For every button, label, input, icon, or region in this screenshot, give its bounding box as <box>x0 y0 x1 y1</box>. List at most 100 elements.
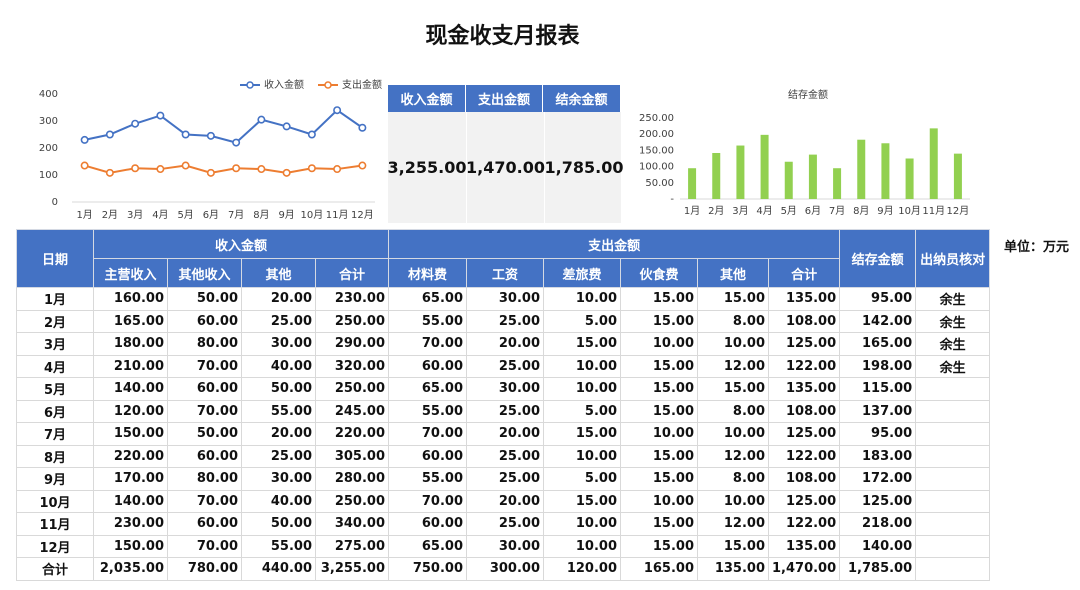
cashier-header: 出纳员核对 <box>915 229 991 288</box>
expense-cell: 10.00 <box>697 489 769 513</box>
x-tick-label: 4月 <box>152 209 168 221</box>
y-tick-label: 200 <box>39 143 58 154</box>
balance-cell: 95.00 <box>839 422 917 446</box>
x-tick-label: 8月 <box>253 209 269 221</box>
x-tick-label: 12月 <box>351 209 374 221</box>
expense-cell: 65.00 <box>388 534 467 558</box>
legend-label: 收入金额 <box>264 78 304 91</box>
data-point <box>282 168 291 177</box>
x-tick-label: 9月 <box>278 209 294 221</box>
data-point <box>358 161 367 170</box>
x-tick-label: 3月 <box>732 205 748 217</box>
bar <box>833 168 842 199</box>
expense-sub-header: 材料费 <box>388 258 467 288</box>
summary-panel: 收入金额 支出金额 结余金额 3,255.00 1,470.00 1,785.0… <box>388 85 624 223</box>
x-tick-label: 9月 <box>877 205 893 217</box>
x-tick-label: 5月 <box>781 205 797 217</box>
summary-header-expense: 支出金额 <box>466 85 544 112</box>
expense-cell: 12.00 <box>697 354 769 378</box>
month-cell: 9月 <box>16 467 94 491</box>
income-cell: 55.00 <box>241 399 316 423</box>
cashier-cell <box>915 512 991 536</box>
expense-cell: 15.00 <box>697 377 769 401</box>
income-cell: 210.00 <box>93 354 168 378</box>
expense-cell: 122.00 <box>767 354 841 378</box>
x-tick-label: 1月 <box>684 205 700 217</box>
expense-cell: 15.00 <box>620 444 698 468</box>
cashier-cell <box>915 444 991 468</box>
expense-sub-header: 其他 <box>697 258 769 288</box>
income-cell: 140.00 <box>93 489 168 513</box>
table-row: 8月 220.00 60.00 25.00 305.00 60.00 25.00 10.00 1… <box>16 444 991 468</box>
expense-cell: 10.00 <box>543 377 621 401</box>
expense-cell: 10.00 <box>543 444 621 468</box>
income-cell: 20.00 <box>241 287 316 311</box>
income-cell: 220.00 <box>315 422 389 446</box>
income-cell: 320.00 <box>315 354 389 378</box>
expense-cell: 120.00 <box>543 557 621 581</box>
expense-sub-header: 工资 <box>466 258 544 288</box>
month-cell: 2月 <box>16 309 94 333</box>
expense-cell: 15.00 <box>620 287 698 311</box>
income-cell: 40.00 <box>241 489 316 513</box>
data-point <box>80 161 89 170</box>
expense-sub-header: 伙食费 <box>620 258 698 288</box>
series-line-1 <box>84 164 363 174</box>
expense-cell: 15.00 <box>620 354 698 378</box>
x-tick-label: 12月 <box>947 205 970 217</box>
y-tick-label: 100 <box>39 170 58 181</box>
summary-value-expense: 1,470.00 <box>466 112 545 223</box>
expense-cell: 135.00 <box>767 377 841 401</box>
x-tick-label: 10月 <box>301 209 324 221</box>
table-row: 10月 140.00 70.00 40.00 250.00 70.00 20.00 15.00… <box>16 489 991 513</box>
expense-cell: 300.00 <box>466 557 544 581</box>
expense-cell: 135.00 <box>767 534 841 558</box>
table-row: 5月 140.00 60.00 50.00 250.00 65.00 30.00 10.00 1… <box>16 377 991 401</box>
expense-cell: 10.00 <box>620 332 698 356</box>
income-cell: 180.00 <box>93 332 168 356</box>
month-cell: 1月 <box>16 287 94 311</box>
expense-cell: 125.00 <box>767 332 841 356</box>
expense-cell: 5.00 <box>543 467 621 491</box>
data-point <box>181 161 190 170</box>
expense-cell: 70.00 <box>388 332 467 356</box>
expense-cell: 108.00 <box>767 309 841 333</box>
income-cell: 160.00 <box>93 287 168 311</box>
x-tick-label: 2月 <box>708 205 724 217</box>
table-row: 4月 210.00 70.00 40.00 320.00 60.00 25.00 10.00 1… <box>16 354 991 378</box>
expense-cell: 5.00 <box>543 399 621 423</box>
expense-cell: 20.00 <box>466 332 544 356</box>
x-tick-label: 8月 <box>853 205 869 217</box>
income-cell: 55.00 <box>241 534 316 558</box>
income-expense-line-chart: 0 100 200 300 400 1月 2月 3月 4月 5月 6月 7月 8月 9月 10月 11月 12月… <box>39 78 382 221</box>
balance-cell: 1,785.00 <box>839 557 917 581</box>
expense-cell: 15.00 <box>620 512 698 536</box>
income-cell: 280.00 <box>315 467 389 491</box>
expense-cell: 15.00 <box>543 489 621 513</box>
cashier-cell <box>915 467 991 491</box>
month-cell: 12月 <box>16 534 94 558</box>
table-row: 2月 165.00 60.00 25.00 250.00 55.00 25.00 5.00 15… <box>16 309 991 333</box>
expense-cell: 108.00 <box>767 399 841 423</box>
expense-cell: 12.00 <box>697 444 769 468</box>
table-row: 7月 150.00 50.00 20.00 220.00 70.00 20.00 15.00 1… <box>16 422 991 446</box>
data-point <box>156 111 165 120</box>
data-point <box>307 130 316 139</box>
expense-cell: 65.00 <box>388 377 467 401</box>
expense-cell: 15.00 <box>620 467 698 491</box>
bar <box>736 145 745 199</box>
expense-cell: 10.00 <box>697 422 769 446</box>
table-row: 11月 230.00 60.00 50.00 340.00 60.00 25.00 10.00… <box>16 512 991 536</box>
bar <box>857 139 866 199</box>
income-cell: 50.00 <box>167 422 242 446</box>
expense-cell: 8.00 <box>697 309 769 333</box>
income-sub-header: 合计 <box>315 258 389 288</box>
x-tick-label: 7月 <box>228 209 244 221</box>
income-cell: 250.00 <box>315 489 389 513</box>
summary-header-income: 收入金额 <box>388 85 466 112</box>
cashier-cell <box>915 399 991 423</box>
income-sub-header: 其他 <box>241 258 316 288</box>
data-point <box>206 168 215 177</box>
expense-cell: 25.00 <box>466 309 544 333</box>
cashier-cell <box>915 422 991 446</box>
